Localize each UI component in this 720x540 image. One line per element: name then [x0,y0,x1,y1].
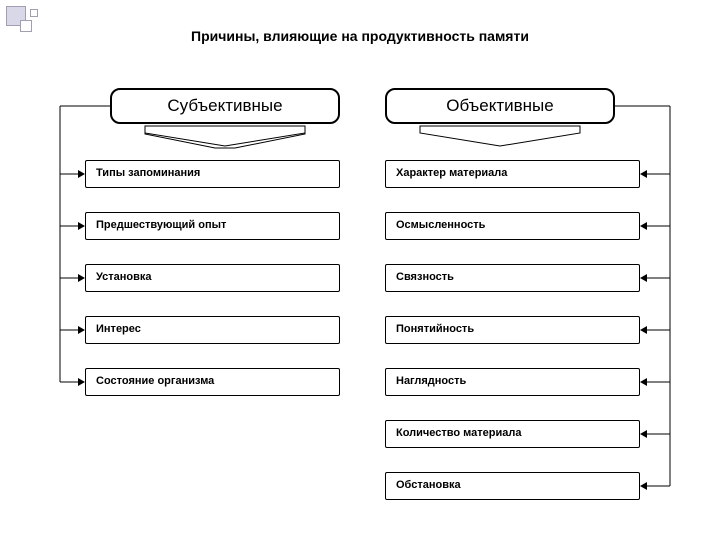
right-item-2: Связность [385,264,640,292]
right-item-6: Обстановка [385,472,640,500]
right-item-0: Характер материала [385,160,640,188]
left-item-0: Типы запоминания [85,160,340,188]
right-item-4: Наглядность [385,368,640,396]
right-item-1: Осмысленность [385,212,640,240]
left-item-3: Интерес [85,316,340,344]
left-item-4: Состояние организма [85,368,340,396]
category-right: Объективные [385,88,615,124]
right-item-5: Количество материала [385,420,640,448]
category-left: Субъективные [110,88,340,124]
diagram-title: Причины, влияющие на продуктивность памя… [0,28,720,44]
left-item-2: Установка [85,264,340,292]
right-item-3: Понятийность [385,316,640,344]
left-item-1: Предшествующий опыт [85,212,340,240]
